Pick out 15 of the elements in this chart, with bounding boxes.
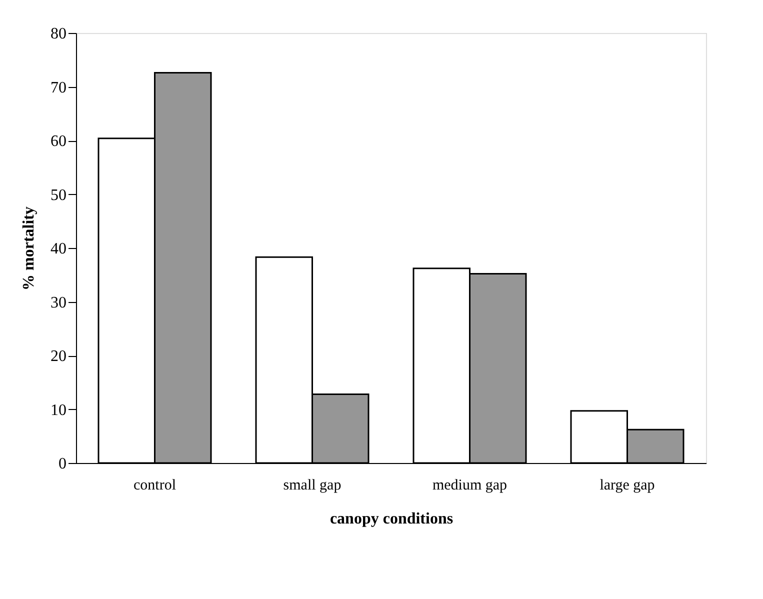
y-tick-label: 70	[50, 79, 66, 96]
y-tick-label: 60	[50, 133, 66, 150]
x-tick-label: large gap	[600, 478, 655, 494]
y-tick-label: 10	[50, 402, 66, 419]
x-tick-label: control	[134, 478, 176, 494]
x-tick-label: small gap	[283, 478, 342, 494]
y-tick-label: 0	[58, 456, 66, 472]
x-axis-title: canopy conditions	[330, 510, 454, 528]
y-tick-label: 30	[50, 294, 66, 312]
y-tick-label: 40	[50, 240, 66, 258]
y-tick-label: 50	[50, 186, 66, 204]
y-tick-label: 20	[50, 348, 66, 365]
y-tick-label: 80	[50, 26, 66, 42]
x-tick-label: medium gap	[432, 478, 508, 494]
y-axis-title: % mortality	[20, 206, 38, 290]
